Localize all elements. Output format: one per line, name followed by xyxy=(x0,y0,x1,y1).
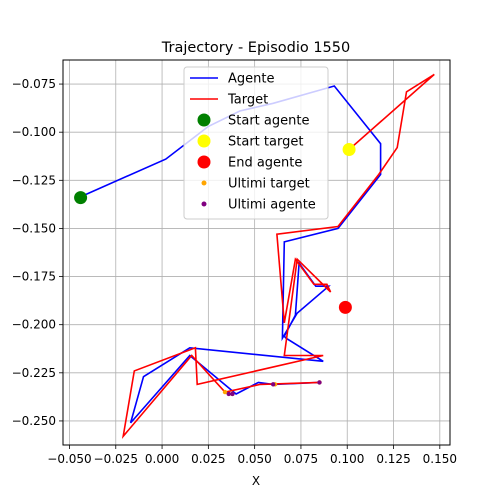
x-axis-ticks: −0.050 −0.025 0.000 0.025 0.050 0.075 0.100 0.1… xyxy=(47,445,457,466)
legend-label-end-agente: End agente xyxy=(228,156,302,171)
x-tick-label: 0.075 xyxy=(284,452,318,466)
marker-ultimi-agente xyxy=(317,380,322,385)
x-tick-label: 0.025 xyxy=(191,452,225,466)
marker-ultimi-target xyxy=(222,389,228,395)
axes-frame xyxy=(62,59,451,446)
plot-area xyxy=(74,73,435,440)
legend-swatch-start-target xyxy=(197,134,211,148)
y-tick-label: −0.100 xyxy=(12,125,56,139)
marker-ultimi-agente xyxy=(270,382,276,387)
y-tick-label: −0.175 xyxy=(12,270,56,284)
legend-label-agente: Agente xyxy=(228,72,274,87)
x-tick-label: 0.050 xyxy=(237,452,271,466)
series-line-target xyxy=(121,73,435,440)
x-tick-label: 0.150 xyxy=(423,452,457,466)
legend-swatch-ultimi-agente xyxy=(201,201,207,207)
y-tick-label: −0.250 xyxy=(12,414,56,428)
marker-start-agente xyxy=(74,191,88,205)
legend-label-ultimi-target: Ultimi target xyxy=(228,177,310,192)
marker-start-target xyxy=(342,143,356,157)
y-tick-label: −0.125 xyxy=(12,173,56,187)
x-tick-label: −0.050 xyxy=(47,452,91,466)
chart-title: Trajectory - Episodio 1550 xyxy=(161,40,350,56)
y-tick-label: −0.075 xyxy=(12,77,56,91)
legend-swatch-start-agente xyxy=(197,113,211,127)
x-tick-label: 0.100 xyxy=(330,452,364,466)
y-tick-label: −0.150 xyxy=(12,221,56,235)
legend-swatch-end-agente xyxy=(197,155,211,169)
x-axis-label: X xyxy=(252,474,260,488)
y-axis-ticks: −0.075 −0.100 −0.125 −0.150 −0.175 −0.200 −0.2… xyxy=(12,77,63,428)
y-tick-label: −0.225 xyxy=(12,366,56,380)
marker-ultimi-agente xyxy=(226,391,231,397)
legend-label-start-agente: Start agente xyxy=(228,114,309,129)
marker-end-agente xyxy=(338,300,352,314)
legend: Agente Target Start agente Start target End … xyxy=(183,66,329,220)
legend-swatch-ultimi-target xyxy=(201,180,207,186)
legend-label-ultimi-agente: Ultimi agente xyxy=(228,198,316,213)
x-tick-label: 0.125 xyxy=(376,452,410,466)
y-tick-label: −0.200 xyxy=(12,318,56,332)
legend-label-target: Target xyxy=(227,93,268,108)
legend-label-start-target: Start target xyxy=(228,135,303,150)
legend-box xyxy=(183,66,329,220)
x-tick-label: 0.000 xyxy=(145,452,179,466)
marker-ultimi-agente xyxy=(230,391,235,397)
x-tick-label: −0.025 xyxy=(94,452,138,466)
